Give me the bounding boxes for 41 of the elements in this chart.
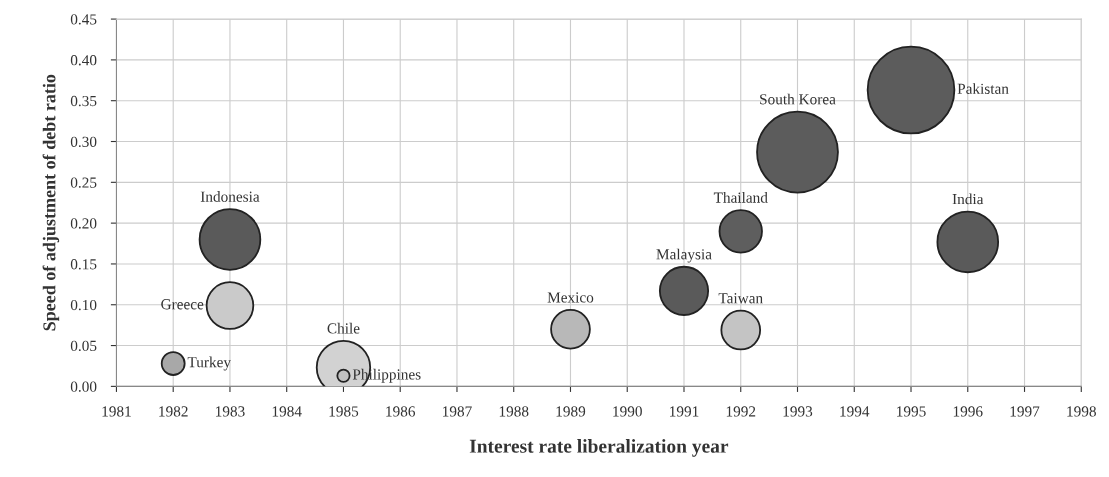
series-label: South Korea (760, 93, 836, 105)
x-tick-label: 1987 (443, 406, 472, 417)
series-label: Turkey (187, 356, 231, 371)
x-tick-label: 1982 (159, 406, 188, 417)
x-axis-title: Interest rate liberalization year (469, 439, 729, 457)
series-label: Malaysia (656, 248, 712, 263)
x-tick-label: 1996 (953, 406, 983, 417)
series-label: Thailand (713, 192, 768, 203)
x-tick-label: 1989 (556, 406, 586, 417)
x-tick-label: 1994 (840, 406, 870, 417)
x-tick-label: 1985 (329, 406, 359, 417)
series-label: Indonesia (200, 191, 260, 202)
y-tick-label: 0.05 (70, 340, 97, 352)
y-tick-label: 0.15 (70, 259, 97, 270)
y-tick-label: 0.30 (70, 136, 97, 148)
y-tick-label: 0.20 (70, 218, 97, 229)
x-tick-label: 1995 (897, 406, 926, 417)
x-tick-label: 1981 (102, 406, 131, 417)
x-tick-label: 1991 (670, 406, 699, 417)
y-axis-title: Speed of adjustment of debt ratio (42, 74, 60, 331)
series-label: India (952, 193, 984, 205)
x-tick-label: 1993 (783, 406, 813, 417)
series-label: Mexico (547, 292, 594, 303)
x-tick-label: 1984 (272, 406, 302, 417)
x-tick-label: 1998 (1067, 406, 1096, 417)
x-tick-label: 1986 (386, 406, 416, 417)
x-tick-label: 1990 (613, 406, 642, 417)
series-label: Taiwan (718, 293, 763, 304)
y-tick-label: 0.45 (70, 14, 97, 25)
y-tick-label: 0.25 (70, 177, 97, 188)
x-tick-label: 1988 (499, 406, 529, 417)
series-label: Chile (327, 322, 360, 334)
y-tick-label: 0.35 (70, 95, 97, 107)
x-tick-label: 1992 (726, 406, 756, 417)
x-tick-label: 1983 (216, 406, 245, 417)
series-label: Greece (161, 299, 204, 310)
x-tick-label: 1997 (1010, 406, 1040, 417)
y-tick-label: 0.40 (70, 55, 97, 66)
series-label: Pakistan (957, 83, 1009, 94)
y-tick-label: 0.10 (70, 299, 97, 311)
y-tick-label: 0.00 (70, 381, 97, 392)
